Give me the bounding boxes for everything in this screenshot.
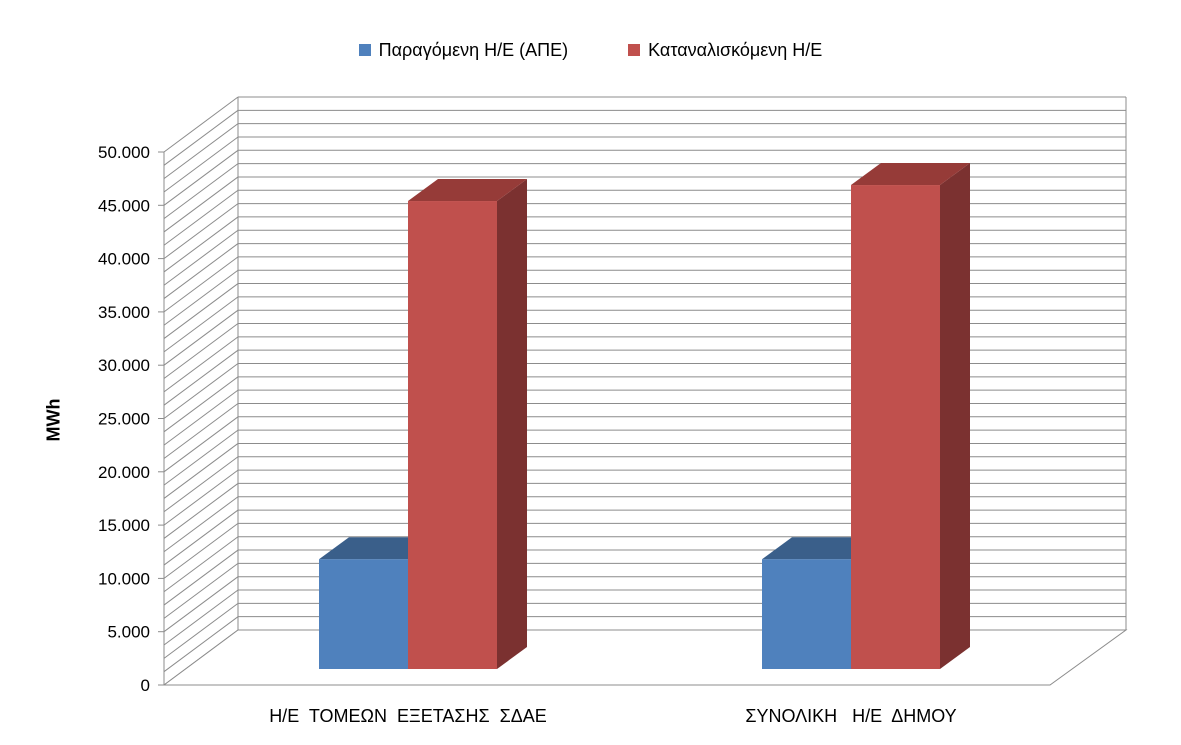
gridline-side — [163, 403, 239, 459]
gridline-side — [163, 429, 239, 486]
legend-swatch-produced — [358, 44, 371, 56]
gridline-side — [163, 602, 239, 659]
gridline-side — [163, 323, 239, 379]
y-tick-label: 35.000 — [98, 303, 150, 322]
gridline-side — [163, 443, 239, 499]
chart-floor — [162, 629, 1128, 686]
gridline-side — [163, 216, 239, 273]
gridline-side — [163, 549, 239, 606]
y-tick-label: 10.000 — [98, 569, 150, 588]
bar-top-1-1 — [851, 163, 970, 186]
bar-front-1-1 — [851, 185, 940, 669]
bar-side-1-1 — [940, 163, 970, 669]
gridline-side — [163, 376, 239, 433]
gridline-side — [163, 243, 239, 299]
gridline-side — [163, 562, 239, 619]
legend-item-produced: Παραγόμενη Η/Ε (ΑΠΕ) — [358, 39, 569, 61]
gridline-side — [163, 229, 239, 286]
gridline-side — [163, 576, 239, 633]
y-tick-label: 15.000 — [98, 516, 150, 535]
bar-front-1-0 — [408, 201, 497, 669]
y-tick-label: 5.000 — [107, 623, 150, 642]
legend-swatch-consumed — [628, 44, 641, 56]
gridline-side — [163, 536, 239, 593]
gridline-side — [163, 96, 239, 153]
gridline-side — [163, 469, 239, 526]
legend: Παραγόμενη Η/Ε (ΑΠΕ) Καταναλισκόμενη Η/Ε — [0, 38, 1181, 62]
gridline-side — [163, 283, 239, 339]
gridline-side — [163, 176, 239, 233]
gridline-side — [163, 363, 239, 419]
gridline-side — [163, 483, 239, 539]
gridline-side — [163, 123, 239, 180]
y-tick-label: 45.000 — [98, 196, 150, 215]
gridline-side — [163, 589, 239, 646]
gridline-side — [163, 389, 239, 446]
bar-side-1-0 — [497, 179, 527, 669]
x-tick-label: ΣΥΝΟΛΙΚΗ Η/Ε ΔΗΜΟΥ — [745, 706, 956, 726]
x-tick-label: Η/Ε ΤΟΜΕΩΝ ΕΞΕΤΑΣΗΣ ΣΔΑΕ — [269, 706, 547, 726]
gridline-side — [163, 149, 239, 206]
gridline-side — [163, 456, 239, 513]
y-tick-label: 50.000 — [98, 143, 150, 162]
gridline-side — [163, 256, 239, 313]
legend-label-produced: Παραγόμενη Η/Ε (ΑΠΕ) — [378, 39, 569, 60]
gridline-side — [163, 522, 239, 579]
gridline-side — [163, 496, 239, 553]
y-tick-label: 0 — [141, 676, 150, 695]
bar-front-0-1 — [762, 559, 851, 669]
gridline-side — [163, 269, 239, 326]
bar-top-1-0 — [408, 179, 527, 202]
gridline-side — [163, 416, 239, 473]
legend-label-consumed: Καταναλισκόμενη Η/Ε — [648, 39, 823, 60]
gridline-side — [163, 296, 239, 353]
gridline-side — [163, 163, 239, 220]
gridline-side — [163, 509, 239, 566]
gridline-side — [163, 109, 239, 166]
y-tick-label: 30.000 — [98, 356, 150, 375]
gridline-side — [163, 203, 239, 260]
y-tick-label: 20.000 — [98, 463, 150, 482]
y-tick-label: 25.000 — [98, 410, 150, 429]
gridline-side — [163, 309, 239, 366]
legend-item-consumed: Καταναλισκόμενη Η/Ε — [628, 40, 822, 61]
y-tick-label: 40.000 — [98, 250, 150, 269]
gridline-side — [163, 349, 239, 406]
gridline-side — [163, 336, 239, 393]
gridline-side — [163, 189, 239, 246]
gridline-side — [163, 136, 239, 193]
bar-front-0-0 — [319, 559, 408, 669]
gridline-side — [163, 616, 239, 673]
